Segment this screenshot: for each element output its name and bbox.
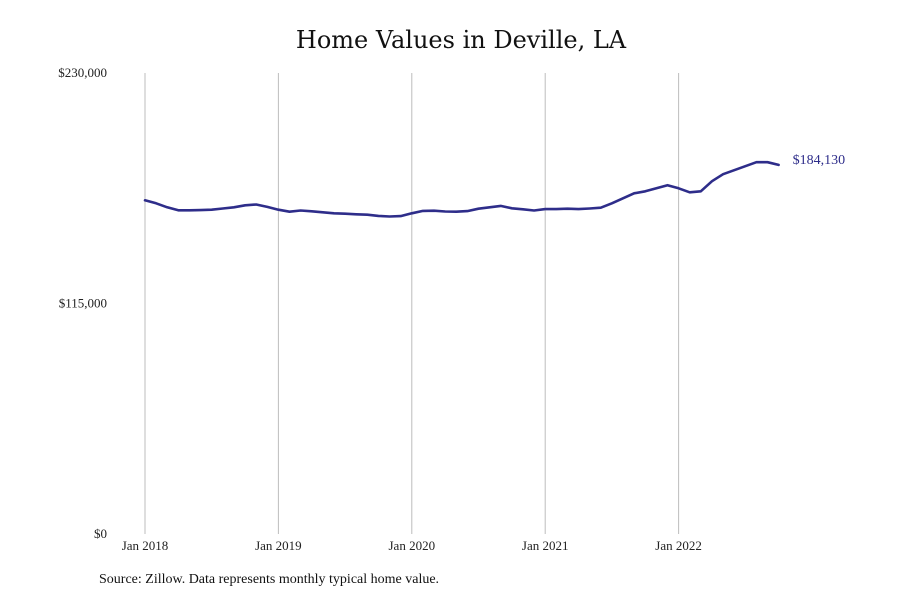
- y-tick-label: $230,000: [58, 65, 107, 80]
- tick-labels: Jan 2018 Jan 2019 Jan 2020 Jan 2021 Jan 2022…: [58, 65, 702, 553]
- y-tick-label: $0: [94, 526, 107, 541]
- x-tick-label: Jan 2019: [255, 538, 302, 553]
- x-tick-label: Jan 2022: [655, 538, 702, 553]
- source-note: Source: Zillow. Data represents monthly …: [99, 572, 440, 587]
- chart-title: Home Values in Deville, LA: [295, 26, 627, 54]
- data-labels: $184,130: [793, 153, 846, 168]
- x-tick-label: Jan 2018: [122, 538, 169, 553]
- y-tick-label: $115,000: [59, 296, 107, 311]
- x-tick-label: Jan 2021: [522, 538, 569, 553]
- series-line: [143, 160, 780, 218]
- x-tick-label: Jan 2020: [389, 538, 436, 553]
- end-value-label: $184,130: [793, 153, 846, 168]
- gridlines: [144, 73, 680, 534]
- series: [143, 160, 780, 218]
